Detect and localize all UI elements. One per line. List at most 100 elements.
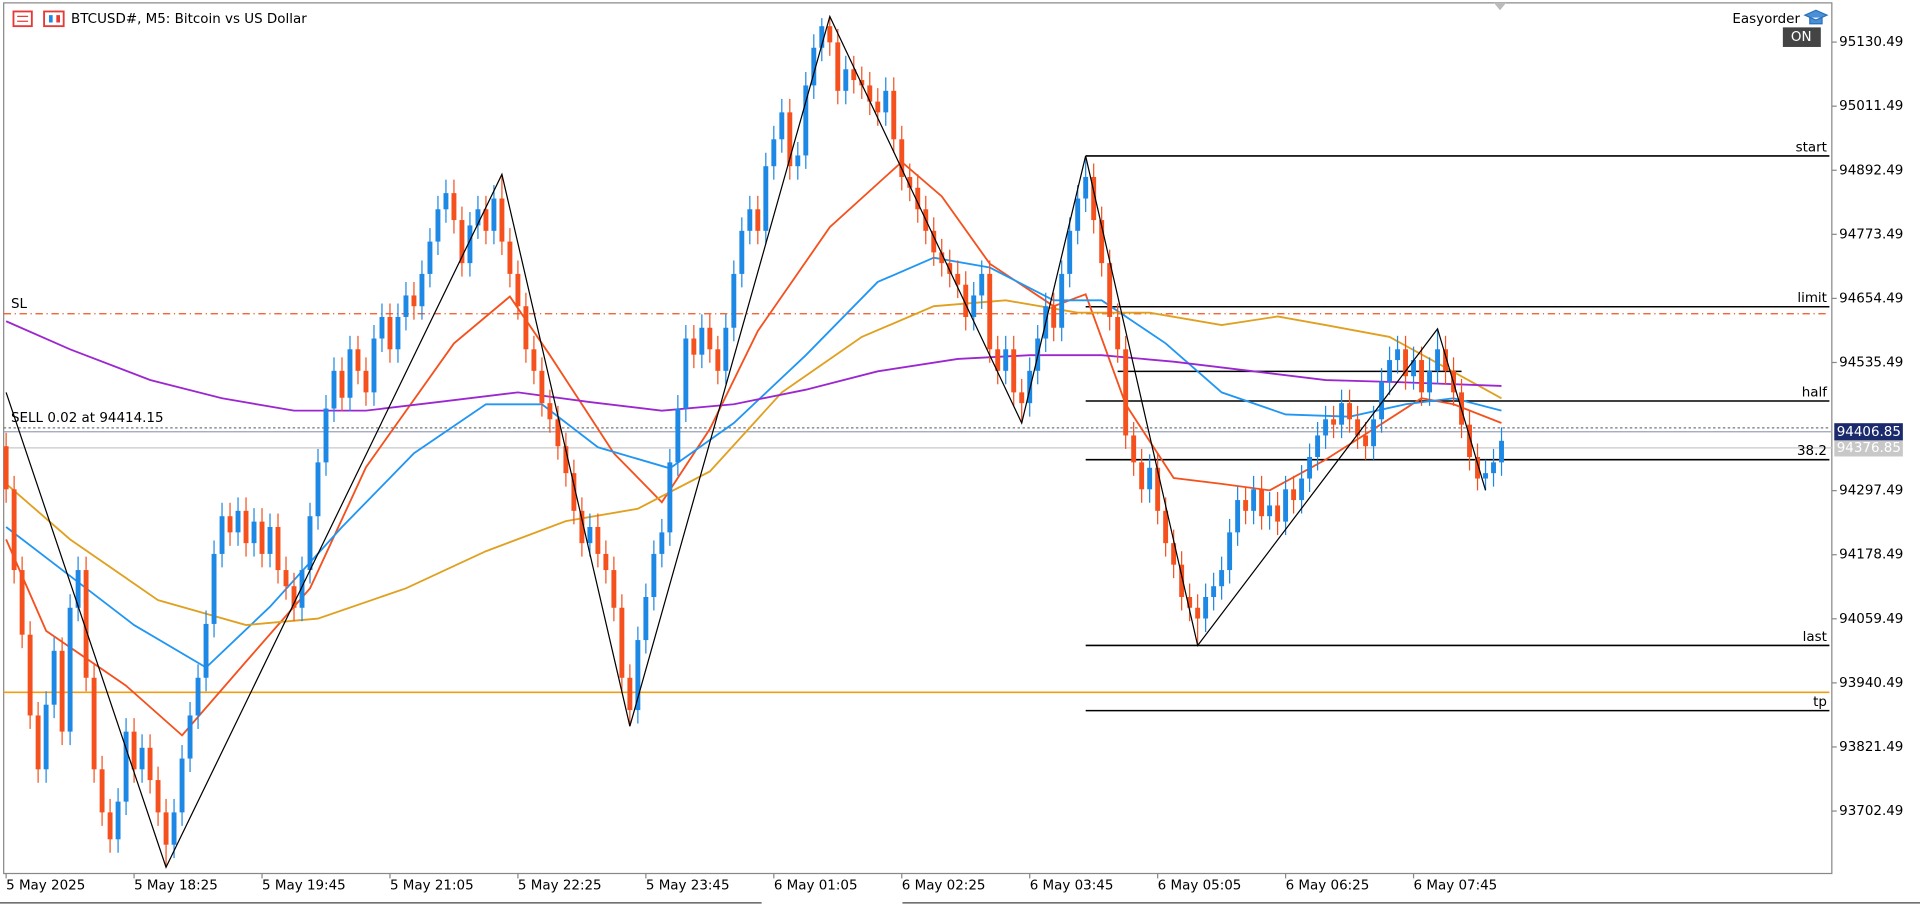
- candle-body: [227, 516, 233, 533]
- candle-body: [1307, 456, 1313, 479]
- candle-body: [1155, 467, 1161, 511]
- candle-body: [1075, 198, 1081, 231]
- candle-body: [1163, 510, 1169, 544]
- candle-body: [763, 166, 769, 231]
- candle-body: [1315, 435, 1321, 457]
- candle-body: [507, 241, 513, 274]
- candle-body: [1107, 263, 1113, 317]
- candle-body: [1275, 505, 1281, 522]
- x-tick-label: 6 May 03:45: [1030, 879, 1114, 894]
- moving-average: [5, 160, 1502, 737]
- candle-body: [251, 521, 257, 544]
- candle-body: [995, 349, 1001, 371]
- candle-body: [1203, 596, 1209, 619]
- candle-body: [891, 90, 897, 140]
- level-label: last: [1803, 630, 1827, 645]
- menu-icon[interactable]: [12, 10, 33, 28]
- candle-body: [851, 69, 857, 81]
- candle-body: [1331, 419, 1337, 425]
- x-tick-label: 5 May 21:05: [390, 879, 474, 894]
- candle-body: [203, 623, 209, 678]
- candle-body: [707, 327, 713, 350]
- candle-body: [27, 634, 33, 716]
- candle-body: [955, 273, 961, 285]
- y-tick-label: 93702.49: [1839, 804, 1903, 819]
- candle-body: [115, 801, 121, 840]
- candle-body: [91, 677, 97, 770]
- candle-body: [587, 526, 593, 544]
- candle-body: [475, 209, 481, 226]
- candle-body: [323, 408, 329, 463]
- candle-body: [491, 198, 497, 231]
- candle-body: [1011, 349, 1017, 393]
- level-label: start: [1796, 140, 1827, 155]
- candle-body: [579, 510, 585, 544]
- candle-body: [635, 640, 641, 711]
- candle-body: [755, 209, 761, 231]
- expert-state: ON: [1791, 30, 1812, 45]
- symbol-icon[interactable]: [43, 10, 65, 28]
- candle-body: [1059, 273, 1065, 328]
- candle-body: [1443, 349, 1448, 371]
- candle-body: [715, 349, 721, 371]
- candle-body: [99, 769, 105, 813]
- candle-body: [51, 650, 57, 705]
- candle-body: [555, 419, 561, 447]
- x-tick-label: 5 May 19:45: [262, 879, 346, 894]
- candle-body: [1243, 500, 1249, 511]
- candle-body: [1427, 370, 1432, 393]
- y-tick-label: 94297.49: [1839, 484, 1903, 499]
- expert-state-box[interactable]: [1782, 27, 1821, 47]
- candle-body: [1187, 596, 1193, 608]
- candle-body: [1483, 473, 1488, 479]
- candle-body: [987, 273, 993, 350]
- x-tick-label: 6 May 06:25: [1286, 879, 1370, 894]
- candle-body: [411, 295, 417, 307]
- plot-frame: [3, 2, 1833, 875]
- candle-body: [435, 209, 441, 242]
- candle-body: [907, 176, 913, 188]
- candle-body: [915, 187, 921, 210]
- candle-body: [1499, 440, 1504, 463]
- candle-body: [1435, 349, 1440, 371]
- candle-body: [11, 489, 17, 571]
- candle-body: [723, 327, 729, 371]
- candle-body: [275, 526, 281, 571]
- candle-body: [1115, 316, 1121, 350]
- candle-body: [1139, 462, 1145, 490]
- candle-body: [379, 316, 385, 339]
- candle-body: [1371, 419, 1377, 447]
- candle-body: [875, 101, 881, 113]
- candle-body: [427, 241, 433, 274]
- candle-body: [563, 446, 569, 474]
- level-label: 38.2: [1797, 444, 1827, 459]
- candle-body: [691, 338, 697, 355]
- candle-body: [1387, 360, 1393, 382]
- candle-body: [43, 704, 49, 770]
- candle-body: [699, 327, 705, 355]
- candle-body: [739, 230, 745, 274]
- candle-body: [803, 85, 809, 156]
- candle-body: [643, 596, 649, 641]
- chart-title: BTCUSD#, M5: Bitcoin vs US Dollar: [71, 12, 307, 27]
- candle-body: [1219, 570, 1225, 587]
- y-tick-label: 94059.49: [1839, 612, 1903, 627]
- candle-body: [1123, 349, 1129, 436]
- y-tick-label: 94773.49: [1839, 227, 1903, 242]
- candle-body: [523, 306, 529, 350]
- candle-body: [451, 193, 457, 221]
- candle-body: [171, 812, 177, 845]
- candle-body: [963, 284, 969, 317]
- y-tick-label: 93940.49: [1839, 676, 1903, 691]
- candle-body: [1179, 564, 1185, 597]
- candle-body: [1003, 349, 1009, 371]
- candle-body: [179, 758, 185, 813]
- candle-body: [1299, 478, 1305, 501]
- candle-body: [283, 570, 289, 587]
- candle-body: [619, 607, 625, 678]
- candle-body: [979, 273, 985, 296]
- candle-body: [123, 731, 129, 802]
- candle-body: [187, 715, 193, 759]
- candle-body: [827, 26, 833, 43]
